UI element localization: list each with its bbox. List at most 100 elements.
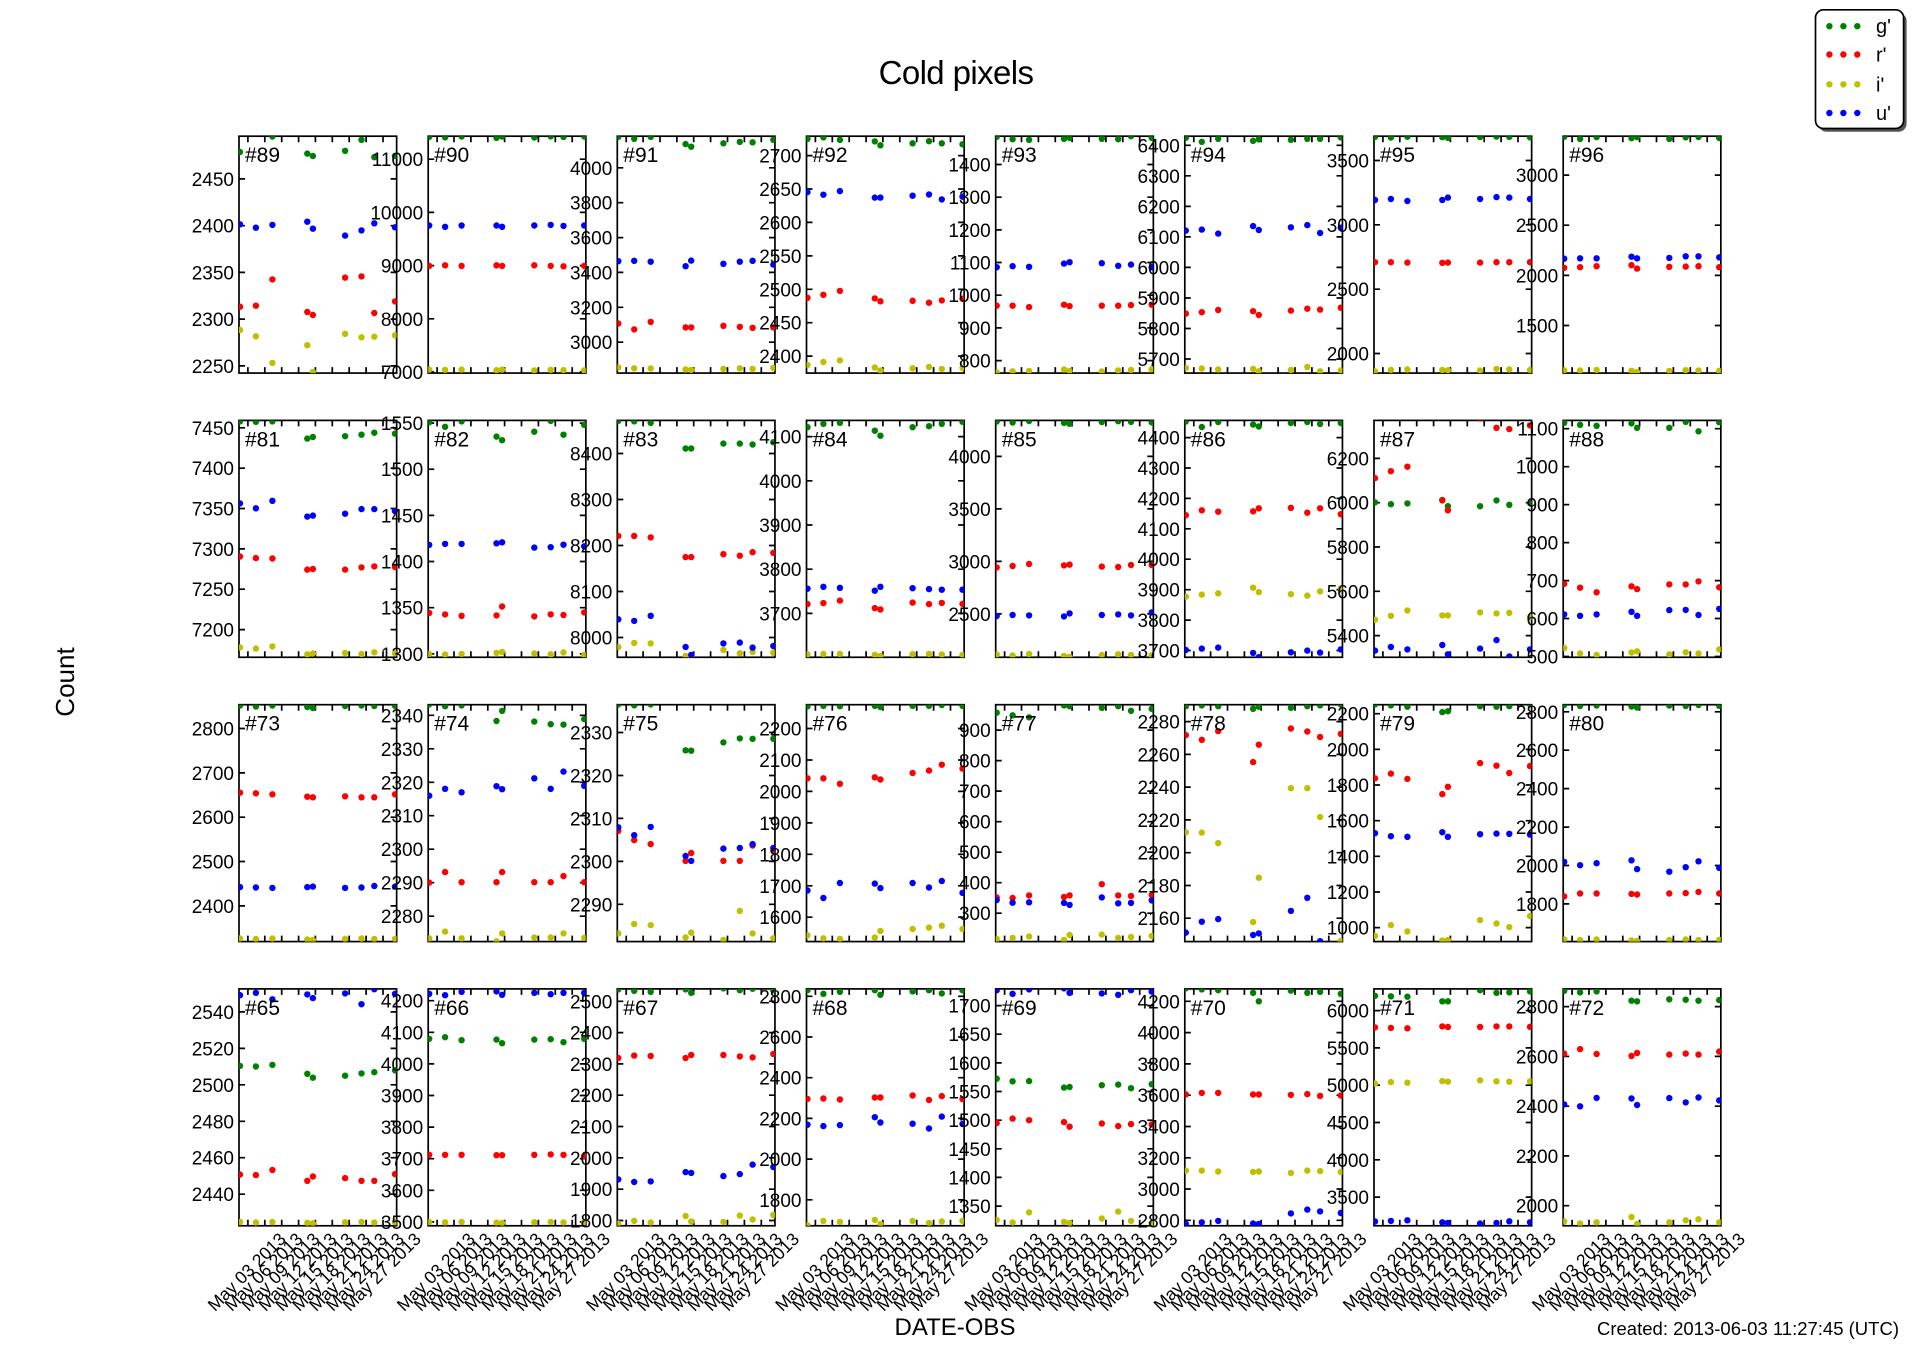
svg-text:2400: 2400 [1516,1097,1558,1118]
svg-text:2200: 2200 [1138,844,1180,865]
svg-text:6200: 6200 [1138,197,1180,218]
svg-text:#96: #96 [1569,144,1604,167]
svg-text:1700: 1700 [759,877,801,898]
svg-text:3900: 3900 [381,1087,423,1108]
svg-text:2200: 2200 [759,1109,801,1130]
svg-text:1400: 1400 [948,156,990,177]
svg-text:3400: 3400 [1138,1118,1180,1139]
svg-text:4000: 4000 [570,159,612,180]
svg-text:3000: 3000 [1138,1180,1180,1201]
svg-text:3900: 3900 [759,516,801,537]
svg-text:5400: 5400 [1327,627,1369,648]
svg-text:500: 500 [1526,648,1558,669]
svg-text:#68: #68 [813,997,848,1020]
svg-text:3400: 3400 [570,263,612,284]
svg-text:#73: #73 [245,713,280,736]
svg-text:2400: 2400 [192,217,234,238]
svg-text:3700: 3700 [381,1150,423,1171]
svg-text:1100: 1100 [1517,420,1558,441]
svg-text:7300: 7300 [192,540,234,561]
svg-text:1700: 1700 [948,997,990,1018]
svg-text:400: 400 [959,874,991,895]
svg-text:#76: #76 [813,713,848,736]
svg-text:2400: 2400 [759,1069,801,1090]
svg-text:3800: 3800 [1138,1055,1180,1076]
svg-text:2600: 2600 [759,213,801,234]
svg-text:8000: 8000 [381,310,423,331]
svg-text:900: 900 [959,721,991,742]
svg-text:1800: 1800 [570,1212,612,1233]
svg-text:3800: 3800 [759,560,801,581]
svg-text:4200: 4200 [381,992,423,1013]
svg-text:#83: #83 [623,428,658,451]
svg-text:#72: #72 [1569,997,1604,1020]
svg-text:7400: 7400 [192,459,234,480]
svg-text:6100: 6100 [1138,228,1180,249]
svg-text:2200: 2200 [1516,818,1558,839]
svg-text:2500: 2500 [1516,216,1558,237]
svg-text:6300: 6300 [1138,167,1180,188]
svg-text:800: 800 [959,352,991,373]
svg-text:600: 600 [1526,610,1558,631]
svg-text:1000: 1000 [1327,919,1369,940]
svg-text:7250: 7250 [192,580,234,601]
svg-text:#92: #92 [813,144,848,167]
svg-text:1550: 1550 [381,414,423,435]
svg-text:2280: 2280 [381,907,423,928]
svg-text:6000: 6000 [1327,494,1369,515]
svg-text:#86: #86 [1191,428,1226,451]
svg-text:900: 900 [959,319,991,340]
svg-text:1800: 1800 [759,1191,801,1212]
svg-text:2290: 2290 [381,874,423,895]
svg-text:3700: 3700 [1138,642,1180,663]
svg-text:2400: 2400 [759,347,801,368]
svg-text:1200: 1200 [948,221,990,242]
svg-text:2520: 2520 [192,1039,234,1060]
svg-text:2300: 2300 [381,840,423,861]
svg-text:4000: 4000 [1138,550,1180,571]
svg-text:1500: 1500 [1516,317,1558,338]
svg-text:3600: 3600 [381,1181,423,1202]
svg-text:2800: 2800 [1138,1211,1180,1232]
svg-text:800: 800 [959,752,991,773]
svg-text:#93: #93 [1002,144,1037,167]
svg-text:2100: 2100 [759,751,801,772]
svg-text:#94: #94 [1191,144,1226,167]
svg-text:2100: 2100 [570,1118,612,1139]
svg-text:1900: 1900 [570,1180,612,1201]
svg-text:3600: 3600 [1138,1086,1180,1107]
svg-text:2200: 2200 [1327,705,1369,726]
svg-text:#71: #71 [1380,997,1415,1020]
svg-text:3500: 3500 [948,500,990,521]
svg-text:r': r' [1876,45,1886,67]
svg-text:#65: #65 [245,997,280,1020]
svg-text:#82: #82 [434,428,469,451]
svg-text:3800: 3800 [1138,611,1180,632]
svg-text:Count: Count [50,647,80,717]
svg-text:1350: 1350 [381,599,423,620]
svg-text:2200: 2200 [1516,1147,1558,1168]
svg-text:4000: 4000 [381,1055,423,1076]
svg-text:4000: 4000 [948,447,990,468]
svg-text:1600: 1600 [948,1054,990,1075]
svg-text:2260: 2260 [1138,745,1180,766]
svg-text:2500: 2500 [570,992,612,1013]
svg-text:1800: 1800 [759,845,801,866]
svg-text:8400: 8400 [570,445,612,466]
svg-text:2600: 2600 [192,808,234,829]
svg-text:7350: 7350 [192,500,234,521]
svg-text:1600: 1600 [1327,812,1369,833]
svg-text:2000: 2000 [1327,740,1369,761]
svg-text:1400: 1400 [1327,847,1369,868]
svg-text:#78: #78 [1191,713,1226,736]
svg-text:4500: 4500 [1327,1114,1369,1135]
svg-text:DATE-OBS: DATE-OBS [895,1314,1016,1341]
svg-text:2000: 2000 [1516,266,1558,287]
svg-text:6000: 6000 [1138,258,1180,279]
svg-text:8000: 8000 [570,629,612,650]
svg-text:3200: 3200 [1138,1149,1180,1170]
svg-text:2180: 2180 [1138,877,1180,898]
svg-text:2240: 2240 [1138,778,1180,799]
svg-text:2300: 2300 [192,310,234,331]
svg-text:2440: 2440 [192,1185,234,1206]
